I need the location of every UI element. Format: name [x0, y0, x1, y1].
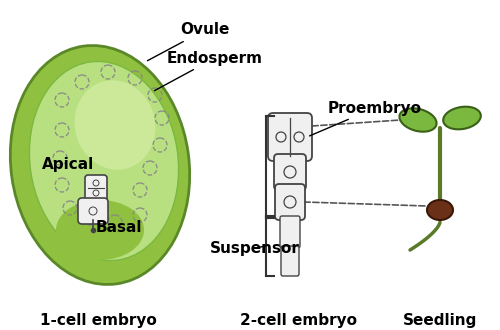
FancyBboxPatch shape — [78, 198, 108, 224]
Ellipse shape — [56, 200, 144, 260]
FancyBboxPatch shape — [281, 246, 299, 276]
Text: Basal: Basal — [96, 220, 142, 236]
Ellipse shape — [30, 61, 178, 261]
Ellipse shape — [427, 200, 453, 220]
FancyBboxPatch shape — [268, 113, 312, 161]
FancyBboxPatch shape — [275, 184, 305, 220]
Text: Endosperm: Endosperm — [154, 50, 263, 91]
Text: 1-cell embryo: 1-cell embryo — [40, 313, 156, 327]
FancyBboxPatch shape — [274, 154, 306, 190]
Ellipse shape — [74, 80, 156, 170]
Ellipse shape — [443, 107, 481, 129]
FancyBboxPatch shape — [280, 216, 300, 248]
Ellipse shape — [10, 46, 190, 284]
FancyBboxPatch shape — [85, 175, 107, 201]
Text: Proembryo: Proembryo — [310, 101, 422, 136]
Text: Ovule: Ovule — [148, 22, 230, 61]
Text: 2-cell embryo: 2-cell embryo — [240, 313, 356, 327]
Ellipse shape — [400, 108, 436, 132]
Text: Suspensor: Suspensor — [210, 241, 300, 255]
Text: Apical: Apical — [42, 157, 94, 173]
Text: Seedling: Seedling — [403, 313, 477, 327]
